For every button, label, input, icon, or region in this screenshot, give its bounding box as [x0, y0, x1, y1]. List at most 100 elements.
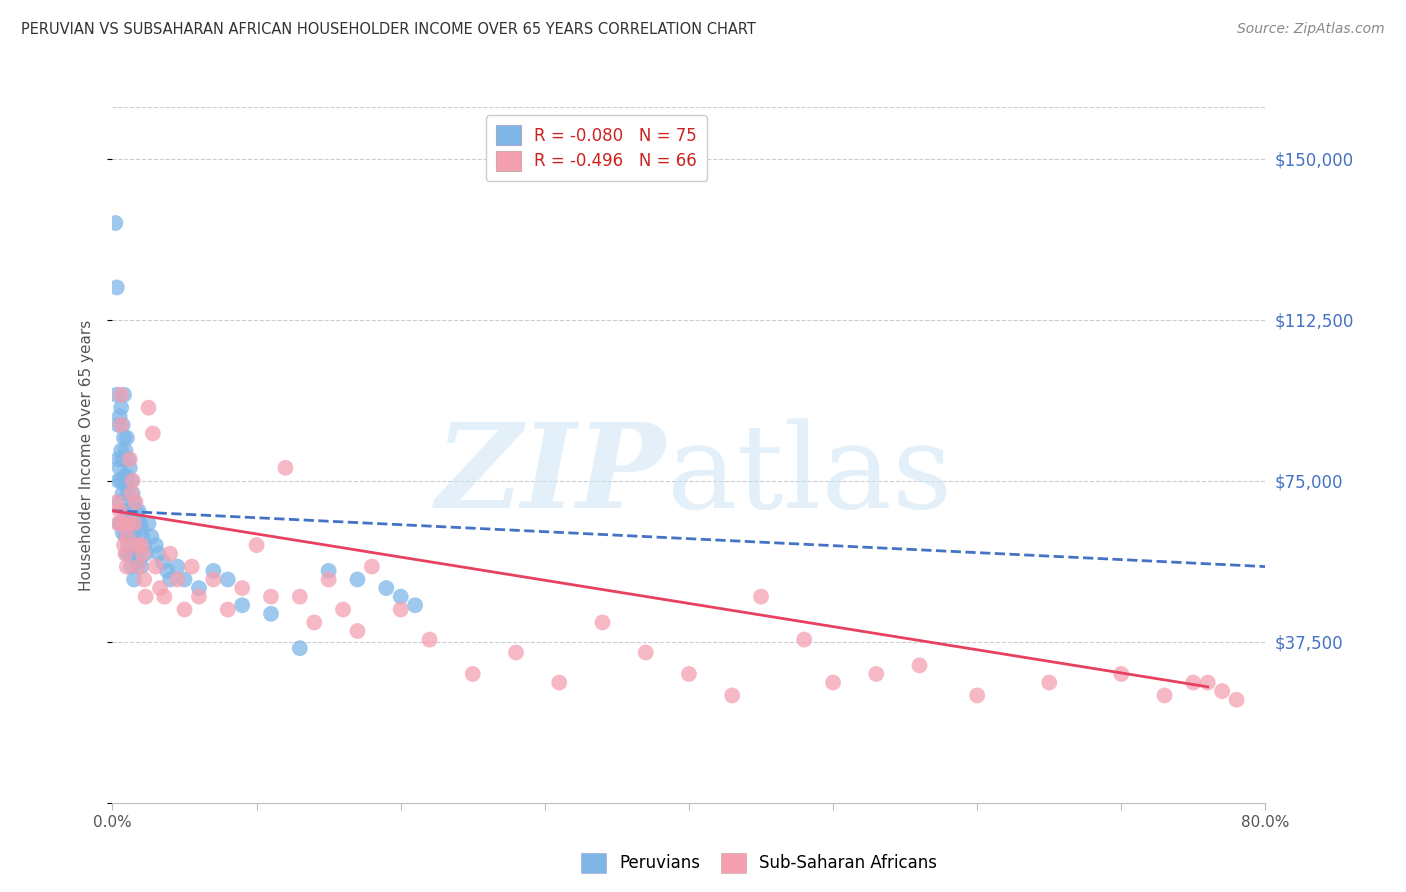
Point [592, 615, 614, 630]
Point [118, 547, 141, 561]
Point [1211, 684, 1233, 698]
Point [114, 547, 136, 561]
Point [129, 521, 153, 535]
Point [107, 417, 129, 432]
Point [231, 599, 253, 613]
Point [118, 504, 141, 518]
Point [128, 516, 150, 531]
Point [125, 538, 148, 552]
Point [332, 602, 354, 616]
Point [966, 689, 988, 703]
Point [138, 401, 160, 415]
Point [548, 675, 571, 690]
Point [118, 460, 141, 475]
Point [112, 538, 135, 552]
Point [114, 478, 136, 492]
Point [107, 516, 129, 531]
Point [108, 409, 131, 424]
Point [121, 486, 143, 500]
Point [1111, 667, 1133, 681]
Point [112, 388, 135, 402]
Point [108, 504, 131, 518]
Point [749, 590, 772, 604]
Point [346, 573, 368, 587]
Point [127, 555, 149, 569]
Point [1038, 675, 1060, 690]
Point [122, 573, 145, 587]
Point [117, 486, 139, 500]
Point [135, 590, 157, 604]
Point [134, 573, 156, 587]
Point [115, 431, 138, 445]
Point [865, 667, 887, 681]
Point [107, 474, 129, 488]
Point [141, 529, 163, 543]
Point [107, 452, 129, 467]
Point [156, 564, 179, 578]
Point [135, 547, 157, 561]
Point [125, 512, 148, 526]
Point [217, 602, 239, 616]
Point [1182, 675, 1205, 690]
Point [288, 590, 311, 604]
Point [129, 559, 153, 574]
Point [245, 538, 267, 552]
Text: PERUVIAN VS SUBSAHARAN AFRICAN HOUSEHOLDER INCOME OVER 65 YEARS CORRELATION CHAR: PERUVIAN VS SUBSAHARAN AFRICAN HOUSEHOLD… [21, 22, 756, 37]
Point [166, 573, 188, 587]
Point [1226, 692, 1249, 706]
Legend: Peruvians, Sub-Saharan Africans: Peruvians, Sub-Saharan Africans [575, 847, 943, 880]
Point [159, 573, 181, 587]
Point [110, 401, 132, 415]
Point [152, 555, 174, 569]
Point [105, 388, 128, 402]
Point [188, 590, 211, 604]
Point [114, 529, 136, 543]
Point [117, 452, 139, 467]
Point [505, 645, 527, 659]
Point [124, 547, 146, 561]
Text: atlas: atlas [666, 418, 952, 533]
Point [260, 607, 283, 621]
Point [149, 581, 172, 595]
Point [134, 538, 156, 552]
Point [419, 632, 441, 647]
Point [389, 602, 412, 616]
Point [122, 529, 145, 543]
Point [118, 452, 141, 467]
Point [1153, 689, 1175, 703]
Point [110, 443, 132, 458]
Point [129, 538, 153, 552]
Point [304, 615, 326, 630]
Point [112, 431, 135, 445]
Point [114, 443, 136, 458]
Point [173, 602, 195, 616]
Point [908, 658, 931, 673]
Point [122, 516, 145, 531]
Point [148, 547, 170, 561]
Point [346, 624, 368, 638]
Point [404, 599, 426, 613]
Point [120, 559, 142, 574]
Point [122, 495, 145, 509]
Point [318, 564, 340, 578]
Point [132, 547, 155, 561]
Point [124, 504, 146, 518]
Point [121, 474, 143, 488]
Point [105, 495, 128, 509]
Point [132, 529, 155, 543]
Point [318, 573, 340, 587]
Point [115, 529, 138, 543]
Point [231, 581, 253, 595]
Point [115, 547, 138, 561]
Point [108, 516, 131, 531]
Point [120, 516, 142, 531]
Point [110, 474, 132, 488]
Point [105, 280, 128, 294]
Point [202, 573, 225, 587]
Point [145, 538, 167, 552]
Point [112, 469, 135, 483]
Point [721, 689, 744, 703]
Point [274, 460, 297, 475]
Text: Source: ZipAtlas.com: Source: ZipAtlas.com [1237, 22, 1385, 37]
Point [121, 529, 143, 543]
